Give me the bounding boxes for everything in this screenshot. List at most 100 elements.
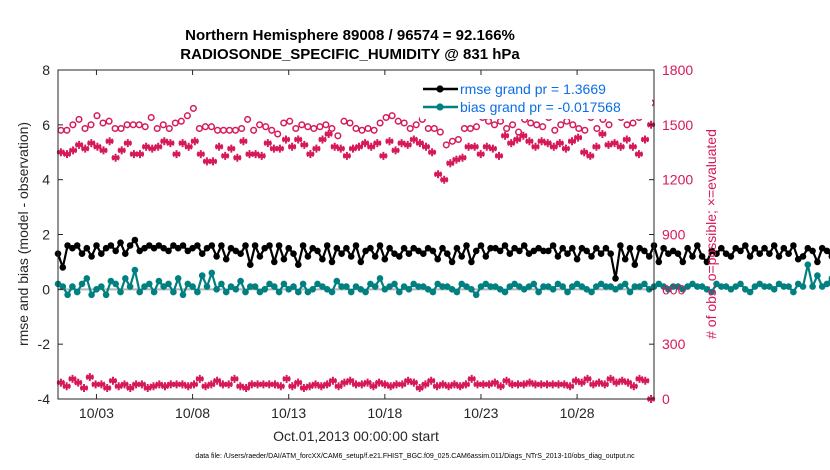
bias-point	[261, 286, 269, 293]
bias-point	[386, 283, 393, 290]
rmse-point	[718, 244, 725, 252]
rmse-point	[506, 250, 514, 257]
obs-evaluated-lower-point	[97, 380, 106, 389]
bias-point	[126, 283, 134, 290]
bias-point	[492, 283, 499, 290]
obs-possible-point	[623, 121, 631, 129]
bias-point	[136, 288, 143, 296]
obs-evaluated-lower-point	[218, 380, 227, 389]
bias-point	[64, 291, 71, 299]
bias-point	[400, 283, 408, 290]
obs-possible-point	[575, 124, 583, 133]
bias-point	[102, 291, 110, 299]
obs-evaluated-point	[568, 137, 576, 146]
obs-evaluated-point	[56, 148, 65, 157]
rmse-point	[343, 244, 350, 252]
rmse-point	[69, 244, 76, 252]
obs-evaluated-point	[300, 140, 309, 149]
obs-possible-point	[99, 119, 107, 127]
obs-evaluated-lower-point	[230, 374, 239, 383]
obs-evaluated-point	[257, 151, 266, 160]
obs-possible-point	[533, 121, 541, 129]
bias-point	[742, 286, 749, 293]
rmse-point	[530, 247, 538, 255]
obs-possible-point	[490, 121, 499, 129]
rmse-point	[463, 242, 470, 249]
rmse-point	[309, 244, 317, 252]
obs-evaluated-point	[513, 135, 522, 144]
bias-point	[208, 269, 216, 277]
obs-evaluated-point	[202, 157, 211, 166]
bias-point	[290, 283, 297, 290]
obs-evaluated-point	[610, 139, 619, 148]
rmse-point	[174, 244, 182, 252]
bias-point	[184, 280, 192, 288]
rmse-point	[222, 255, 230, 263]
obs-evaluated-lower-point	[143, 384, 152, 392]
obs-evaluated-point	[184, 142, 193, 151]
bias-point	[718, 283, 725, 290]
obs-possible-point	[503, 124, 511, 133]
obs-evaluated-point	[306, 150, 315, 159]
rmse-point	[98, 250, 105, 257]
obs-possible-point	[472, 123, 481, 131]
obs-evaluated-lower-point	[409, 378, 418, 387]
obs-possible-point	[436, 128, 444, 136]
rmse-point	[415, 247, 422, 255]
bias-point	[98, 283, 105, 290]
bias-point	[439, 283, 446, 290]
obs-evaluated-lower-point	[554, 380, 563, 389]
obs-evaluated-lower-point	[242, 384, 251, 392]
rmse-point	[799, 253, 807, 260]
bias-point	[597, 280, 605, 288]
bias-point	[814, 272, 821, 279]
rmse-point	[448, 258, 456, 266]
bias-point	[280, 280, 288, 288]
bias-point	[525, 283, 533, 290]
rmse-point	[194, 242, 201, 249]
rmse-point	[357, 258, 365, 266]
obs-possible-point	[238, 124, 246, 133]
bias-point	[621, 280, 629, 288]
obs-evaluated-lower-point	[398, 380, 407, 389]
rmse-point	[569, 244, 576, 252]
bias-point	[636, 283, 643, 290]
bias-point	[593, 283, 600, 290]
obs-evaluated-point	[543, 139, 552, 148]
obs-evaluated-lower-point	[560, 380, 569, 389]
obs-evaluated-point	[324, 130, 333, 138]
x-tick-label: 10/08	[175, 405, 210, 421]
bias-point	[266, 280, 273, 288]
bias-series	[54, 261, 830, 299]
obs-evaluated-lower-point	[618, 376, 627, 385]
obs-evaluated-point	[403, 140, 412, 149]
rmse-point	[122, 250, 129, 257]
rmse-point	[818, 244, 826, 252]
obs-evaluated-lower-point	[80, 384, 89, 392]
obs-evaluated-point	[336, 144, 345, 153]
obs-possible-point	[81, 124, 89, 133]
obs-evaluated-lower-point	[456, 382, 465, 391]
obs-count-series	[56, 99, 656, 403]
y-tick-label-right: 300	[662, 336, 686, 352]
obs-evaluated-lower-point	[288, 382, 297, 391]
rmse-point	[323, 242, 331, 249]
obs-possible-point	[183, 112, 191, 120]
obs-evaluated-lower-point	[253, 380, 262, 389]
bias-point	[73, 288, 81, 296]
obs-evaluated-lower-point	[461, 380, 470, 389]
bias-point	[405, 286, 413, 293]
bias-point	[295, 288, 302, 296]
bias-point	[694, 283, 701, 290]
obs-possible-point	[358, 126, 366, 134]
obs-evaluated-point	[288, 142, 297, 151]
rmse-point	[160, 244, 167, 252]
bias-point	[275, 288, 283, 296]
obs-evaluated-lower-point	[519, 380, 528, 389]
rmse-point	[266, 242, 273, 249]
rmse-point	[371, 253, 379, 260]
obs-evaluated-point	[428, 148, 437, 157]
rmse-point	[203, 244, 211, 252]
bias-point	[112, 280, 119, 288]
rmse-point	[232, 247, 240, 255]
